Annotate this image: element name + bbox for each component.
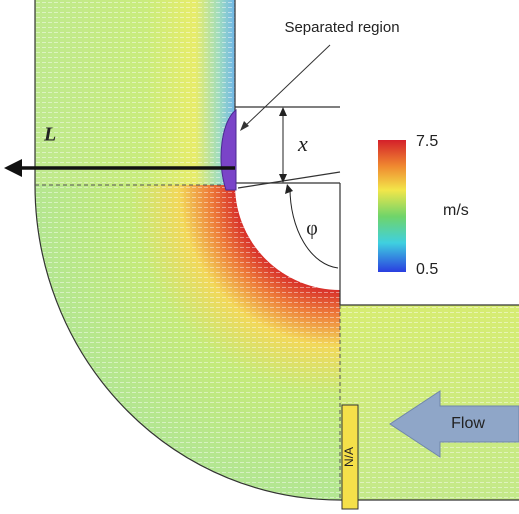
angle-head bbox=[285, 184, 293, 194]
colorbar-unit: m/s bbox=[443, 202, 469, 219]
page: {"figure": {"labels": {"separated_region… bbox=[0, 0, 519, 514]
label: Separated region bbox=[284, 19, 399, 36]
length-arrow-head bbox=[4, 159, 22, 177]
label: L bbox=[43, 124, 56, 146]
pointer-head bbox=[240, 121, 249, 131]
colorbar-max: 7.5 bbox=[416, 133, 438, 150]
label: Flow bbox=[451, 415, 485, 432]
colorbar-min: 0.5 bbox=[416, 261, 438, 278]
plug-label: N/A bbox=[342, 447, 356, 467]
colorbar bbox=[378, 140, 406, 272]
figure: Separated region L x φ 7.5 m/s 0.5 Flow … bbox=[0, 0, 519, 514]
label: x bbox=[297, 131, 308, 156]
label: φ bbox=[306, 218, 318, 240]
